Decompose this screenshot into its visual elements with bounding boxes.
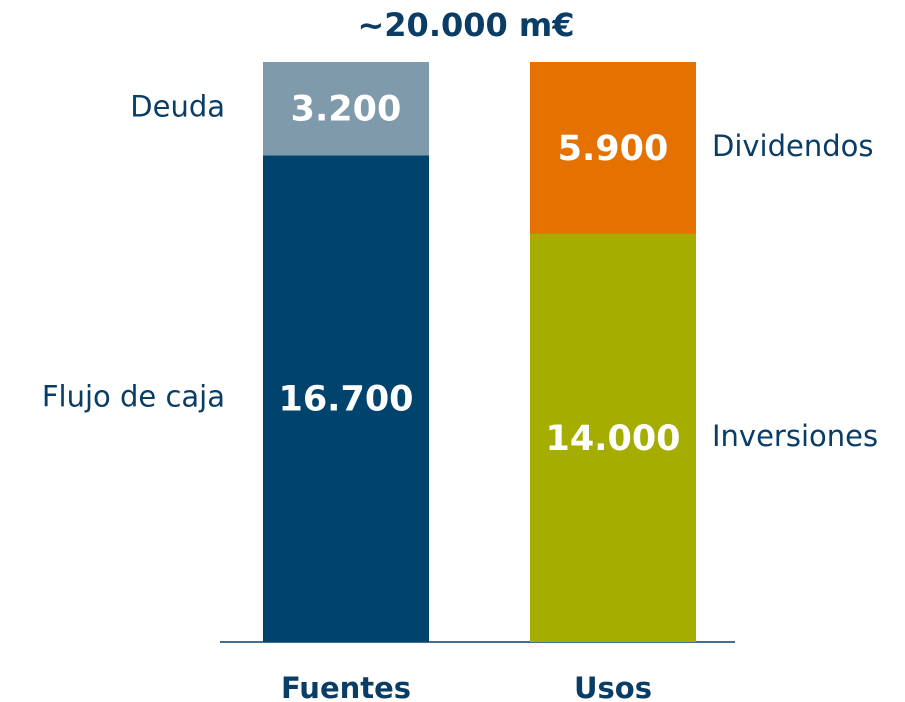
bar-segment	[263, 62, 429, 156]
x-tick-label: Fuentes	[281, 671, 411, 702]
value-label: 16.700	[278, 380, 413, 420]
bar-segment	[530, 62, 696, 234]
segment-label: Deuda	[130, 90, 225, 124]
value-label: 5.900	[558, 129, 669, 169]
value-label: 3.200	[291, 90, 402, 130]
segment-label: Flujo de caja	[42, 380, 225, 414]
segment-label: Dividendos	[712, 129, 874, 163]
chart-title: ~20.000 m€	[357, 6, 574, 44]
segment-label: Inversiones	[712, 419, 878, 453]
value-label: 14.000	[545, 419, 680, 459]
bar-segment	[263, 155, 429, 642]
x-tick-label: Usos	[574, 671, 652, 702]
bar-segment	[530, 233, 696, 643]
